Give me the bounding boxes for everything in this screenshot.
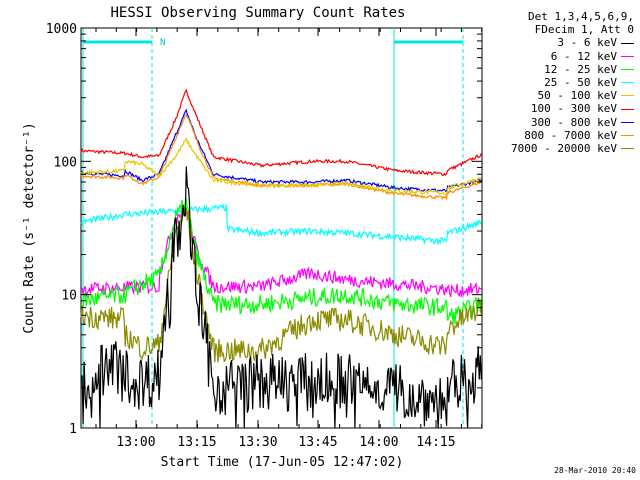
series-line bbox=[80, 204, 482, 298]
legend-item: 300 - 800 keV bbox=[434, 116, 634, 129]
legend-item: 6 - 12 keV bbox=[434, 50, 634, 63]
legend-label: 6 - 12 keV bbox=[550, 49, 617, 63]
legend-swatch bbox=[621, 134, 634, 136]
legend-item: 100 - 300 keV bbox=[434, 102, 634, 115]
series-line bbox=[80, 203, 482, 246]
series-group bbox=[80, 88, 482, 429]
legend-swatch bbox=[621, 82, 634, 84]
legend-swatch bbox=[621, 95, 634, 97]
legend-item: 50 - 100 keV bbox=[434, 89, 634, 102]
series-line bbox=[80, 197, 482, 325]
y-tick-label: 100 bbox=[54, 155, 77, 170]
legend-label: 7000 - 20000 keV bbox=[511, 142, 617, 156]
y-tick-label: 1 bbox=[69, 422, 77, 437]
x-tick-label: 13:15 bbox=[177, 435, 216, 450]
legend-label: 300 - 800 keV bbox=[530, 115, 617, 129]
x-tick-label: 14:00 bbox=[359, 435, 398, 450]
legend-item: 12 - 25 keV bbox=[434, 63, 634, 76]
series-line bbox=[80, 205, 482, 363]
legend-header: FDecim 1, Att 0 bbox=[534, 23, 634, 37]
series-line bbox=[80, 166, 482, 429]
series-line bbox=[80, 114, 482, 201]
legend-header: Det 1,3,4,5,6,9, bbox=[528, 10, 634, 23]
legend-item: 25 - 50 keV bbox=[434, 76, 634, 89]
y-axis-label: Count Rate (s⁻¹ detector⁻¹) bbox=[22, 122, 37, 333]
y-tick-label: 1000 bbox=[46, 22, 77, 37]
legend-item: 7000 - 20000 keV bbox=[434, 142, 634, 155]
legend-swatch bbox=[621, 108, 634, 110]
night-label: N bbox=[160, 38, 165, 48]
chart-title: HESSI Observing Summary Count Rates bbox=[110, 5, 405, 21]
legend-label: 800 - 7000 keV bbox=[524, 128, 617, 142]
x-tick-label: 13:00 bbox=[116, 435, 155, 450]
legend-swatch bbox=[621, 121, 634, 123]
y-axis-ticks: 1 10 100 1000 bbox=[46, 22, 482, 437]
night-interval-group: N bbox=[82, 28, 464, 428]
legend-label: 3 - 6 keV bbox=[557, 36, 617, 50]
legend-label: 12 - 25 keV bbox=[544, 62, 617, 76]
legend-label: 100 - 300 keV bbox=[530, 102, 617, 116]
series-line bbox=[80, 137, 482, 196]
legend-swatch bbox=[621, 68, 634, 70]
series-line bbox=[80, 88, 482, 177]
legend-item: 800 - 7000 keV bbox=[434, 129, 634, 142]
series-line bbox=[80, 108, 482, 193]
legend-swatch bbox=[621, 42, 634, 44]
x-axis-ticks: 13:00 13:15 13:30 13:45 14:00 14:15 bbox=[95, 28, 483, 450]
y-tick-label: 10 bbox=[61, 289, 77, 304]
legend-label: 25 - 50 keV bbox=[544, 76, 617, 90]
timestamp: 28-Mar-2010 20:40 bbox=[554, 466, 636, 475]
x-tick-label: 13:45 bbox=[298, 435, 337, 450]
legend-item: 3 - 6 keV bbox=[434, 36, 634, 49]
x-axis-label: Start Time (17-Jun-05 12:47:02) bbox=[161, 455, 404, 470]
plot-frame bbox=[80, 27, 483, 429]
legend-swatch bbox=[621, 148, 634, 150]
legend-label: 50 - 100 keV bbox=[537, 89, 617, 103]
x-tick-label: 13:30 bbox=[238, 435, 277, 450]
x-tick-label: 14:15 bbox=[416, 435, 455, 450]
legend-swatch bbox=[621, 55, 634, 57]
